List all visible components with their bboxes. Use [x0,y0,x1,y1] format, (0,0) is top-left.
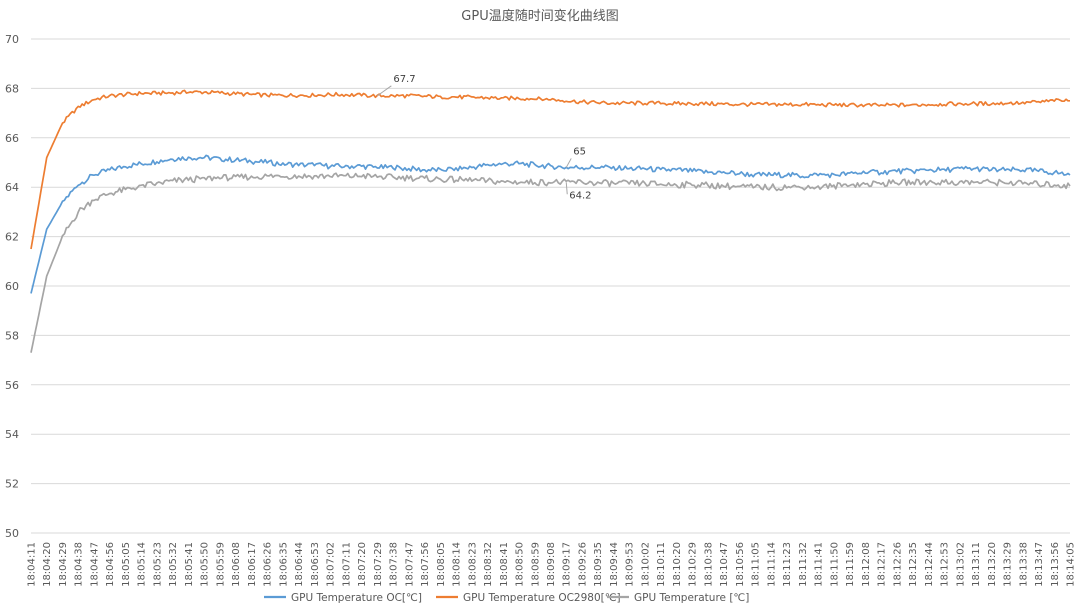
x-tick-label: 18:04:56 [105,542,116,587]
x-tick-label: 18:12:44 [924,542,935,587]
grid-lines [31,38,1070,534]
x-tick-label: 18:08:59 [530,542,541,587]
x-tick-label: 18:11:23 [782,542,793,587]
x-tick-label: 18:05:32 [168,542,179,587]
x-tick-label: 18:05:05 [121,542,132,587]
x-tick-label: 18:05:59 [215,542,226,587]
x-tick-label: 18:08:50 [515,542,526,587]
y-axis: 50 52 54 56 58 60 62 64 66 68 70 [5,33,19,540]
x-tick-label: 18:10:38 [703,542,714,587]
data-label-leader [377,85,392,97]
x-tick-label: 18:07:56 [420,542,431,587]
data-label: 67.7 [393,74,415,85]
x-tick-label: 18:08:05 [436,542,447,587]
chart-title: GPU温度随时间变化曲线图 [461,8,618,24]
series-line-2 [30,172,1071,353]
x-axis: 18:04:11 18:04:20 18:04:29 18:04:38 18:04:47… [27,542,1077,587]
x-tick-label: 18:10:02 [640,542,651,587]
x-tick-label: 18:10:29 [688,542,699,587]
y-tick-label: 70 [5,33,19,46]
x-tick-label: 18:06:53 [310,542,321,587]
x-tick-label: 18:06:44 [294,542,305,587]
x-tick-label: 18:04:47 [89,542,100,587]
x-tick-label: 18:12:53 [940,542,951,587]
x-tick-label: 18:05:41 [184,542,195,587]
x-tick-label: 18:07:20 [357,542,368,587]
x-tick-label: 18:11:59 [845,542,856,587]
x-tick-label: 18:07:29 [373,542,384,587]
x-tick-label: 18:07:11 [341,542,352,587]
x-tick-label: 18:12:08 [861,542,872,587]
x-tick-label: 18:11:32 [798,542,809,587]
x-tick-label: 18:13:11 [971,542,982,587]
x-tick-label: 18:13:02 [955,542,966,587]
series-line-1 [30,89,1070,250]
x-tick-label: 18:05:23 [152,542,163,587]
x-tick-label: 18:10:20 [672,542,683,587]
x-tick-label: 18:13:29 [1003,542,1014,587]
x-tick-label: 18:12:26 [892,542,903,587]
x-tick-label: 18:11:50 [829,542,840,587]
series-line-0 [30,154,1071,294]
x-tick-label: 18:09:17 [562,542,573,587]
legend: GPU Temperature OC[℃] GPU Temperature OC2… [264,592,749,604]
x-tick-label: 18:08:14 [452,542,463,587]
y-tick-label: 68 [5,82,19,95]
y-tick-label: 62 [5,231,19,244]
x-tick-label: 18:04:11 [27,542,38,587]
x-tick-label: 18:08:41 [499,542,510,587]
x-tick-label: 18:14:05 [1066,542,1077,587]
x-tick-label: 18:10:11 [656,542,667,587]
x-tick-label: 18:04:29 [58,542,69,587]
x-tick-label: 18:06:08 [231,542,242,587]
x-tick-label: 18:10:47 [719,542,730,587]
x-tick-label: 18:08:32 [483,542,494,587]
x-tick-label: 18:07:02 [326,542,337,587]
y-tick-label: 56 [5,379,19,392]
x-tick-label: 18:05:50 [200,542,211,587]
x-tick-label: 18:06:26 [263,542,274,587]
legend-label-2: GPU Temperature [℃] [634,592,749,604]
y-tick-label: 66 [5,132,19,145]
x-tick-label: 18:07:47 [404,542,415,587]
x-tick-label: 18:09:44 [609,542,620,587]
data-label: 64.2 [569,190,591,201]
data-label-leader [565,158,572,168]
x-tick-label: 18:06:35 [278,542,289,587]
x-tick-label: 18:09:26 [577,542,588,587]
data-label: 65 [573,146,586,157]
data-label-leader [565,182,568,195]
x-tick-label: 18:11:14 [766,542,777,587]
x-tick-label: 18:06:17 [247,542,258,587]
x-tick-label: 18:13:47 [1034,542,1045,587]
y-tick-label: 58 [5,329,19,342]
y-tick-label: 52 [5,478,19,491]
y-tick-label: 60 [5,280,19,293]
x-tick-label: 18:13:20 [987,542,998,587]
x-tick-label: 18:11:41 [814,542,825,587]
x-tick-label: 18:13:38 [1018,542,1029,587]
series-lines [30,89,1071,353]
x-tick-label: 18:11:05 [751,542,762,587]
x-tick-label: 18:05:14 [137,542,148,587]
data-labels: 67.7 65 64.2 [377,74,592,201]
x-tick-label: 18:04:20 [42,542,53,587]
y-tick-label: 54 [5,428,19,441]
x-tick-label: 18:10:56 [735,542,746,587]
legend-label-0: GPU Temperature OC[℃] [291,592,422,604]
x-tick-label: 18:09:08 [546,542,557,587]
x-tick-label: 18:12:35 [908,542,919,587]
x-tick-label: 18:09:53 [625,542,636,587]
y-tick-label: 50 [5,527,19,540]
x-tick-label: 18:08:23 [467,542,478,587]
legend-label-1: GPU Temperature OC2980[℃] [463,592,621,604]
x-tick-label: 18:07:38 [389,542,400,587]
x-tick-label: 18:13:56 [1050,542,1061,587]
x-tick-label: 18:04:38 [74,542,85,587]
x-tick-label: 18:09:35 [593,542,604,587]
y-tick-label: 64 [5,181,19,194]
x-tick-label: 18:12:17 [877,542,888,587]
